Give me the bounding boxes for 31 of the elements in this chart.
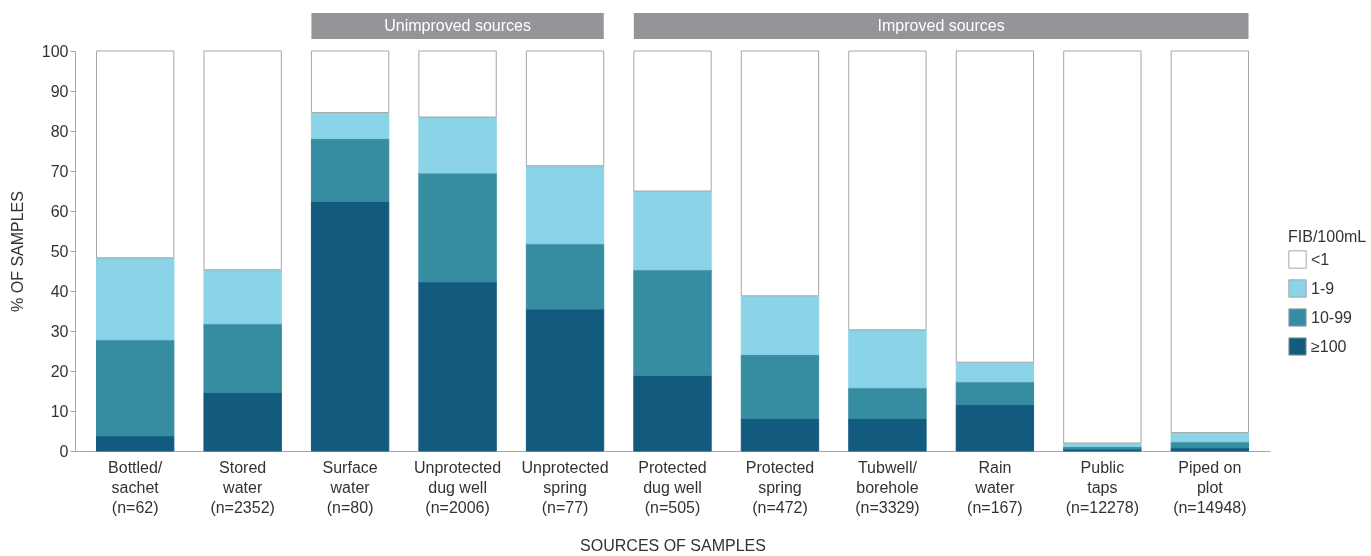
x-tick-label: Unprotected spring (n=77) <box>521 458 609 516</box>
x-tick-label: Bottled/ sachet (n=62) <box>108 458 163 516</box>
y-tick-label: 100 <box>41 42 69 60</box>
x-tick-label: Tubwell/ borehole (n=3329) <box>855 458 920 516</box>
legend-label: 10-99 <box>1311 308 1353 326</box>
text: Unimproved sources <box>384 17 531 34</box>
x-tick-label: Protected spring (n=472) <box>745 458 815 516</box>
legend-label: ≥100 <box>1311 337 1347 355</box>
text: Improved sources <box>877 17 1005 34</box>
y-tick-label: 90 <box>50 82 69 100</box>
y-tick-label: 80 <box>50 122 69 140</box>
y-tick-label: 0 <box>59 442 69 460</box>
legend-title: FIB/100mL <box>1288 228 1367 245</box>
x-tick-label: Stored water (n=2352) <box>210 458 275 516</box>
y-tick-label: 50 <box>50 242 69 260</box>
x-tick-label: Protected dug well (n=505) <box>638 458 707 516</box>
y-tick-label: 20 <box>50 362 69 380</box>
y-tick-label: 30 <box>50 322 69 340</box>
x-tick-label: Public taps (n=12278) <box>1065 458 1140 516</box>
x-tick-label: Rain water (n=167) <box>967 458 1023 516</box>
legend-label: 1-9 <box>1311 279 1335 297</box>
y-tick-label: 10 <box>50 402 69 420</box>
x-tick-label: Surface water (n=80) <box>322 458 378 516</box>
x-tick-label: Unprotected dug well (n=2006) <box>413 458 502 516</box>
y-tick-label: 40 <box>50 282 69 300</box>
y-tick-label: 60 <box>50 202 69 220</box>
legend-label: <1 <box>1311 250 1330 268</box>
x-axis-title: SOURCES OF SAMPLES <box>580 536 766 554</box>
x-tick-label: Piped on plot (n=14948) <box>1173 458 1247 516</box>
y-tick-label: 70 <box>50 162 69 180</box>
y-axis-title: % OF SAMPLES <box>8 191 26 312</box>
